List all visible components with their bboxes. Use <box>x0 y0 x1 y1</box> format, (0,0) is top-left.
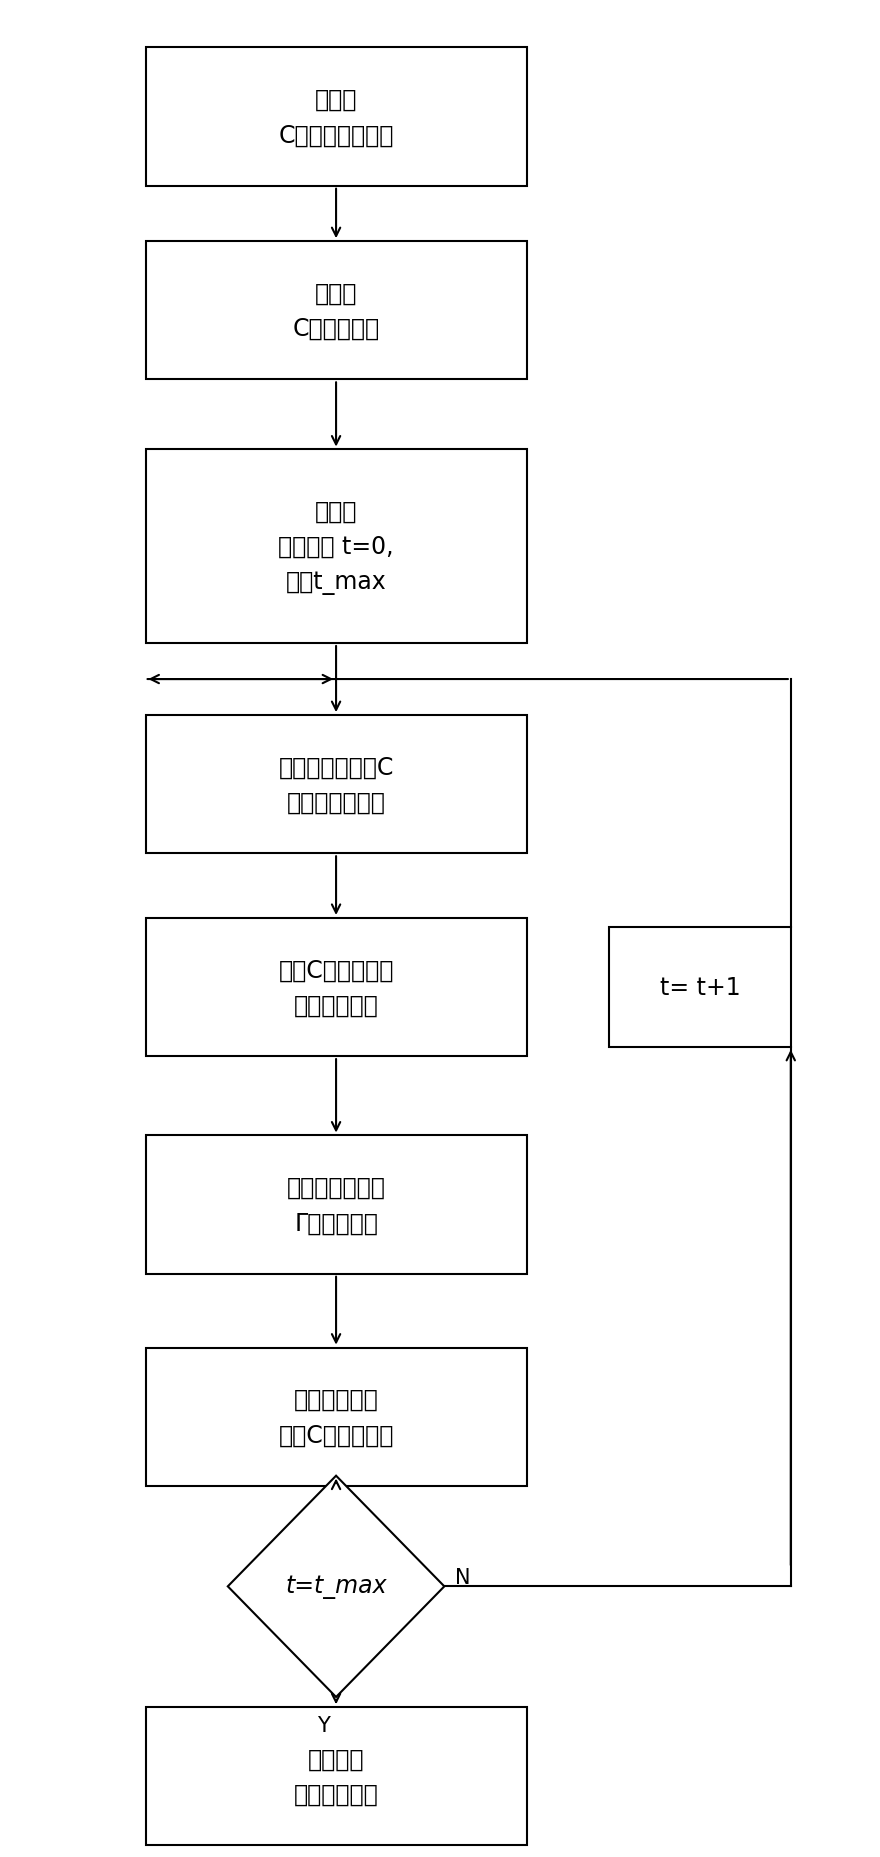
Polygon shape <box>228 1476 444 1697</box>
Text: 初始化
遗传代数 t=0,
设置t_max: 初始化 遗传代数 t=0, 设置t_max <box>278 500 394 594</box>
FancyBboxPatch shape <box>145 1136 526 1274</box>
FancyBboxPatch shape <box>145 1707 526 1846</box>
Text: t= t+1: t= t+1 <box>659 975 740 999</box>
Text: 初始化
C组基因编码: 初始化 C组基因编码 <box>292 282 379 340</box>
FancyBboxPatch shape <box>609 928 791 1047</box>
Text: t=t_max: t=t_max <box>285 1575 387 1599</box>
FancyBboxPatch shape <box>145 715 526 854</box>
FancyBboxPatch shape <box>145 1348 526 1486</box>
FancyBboxPatch shape <box>145 449 526 644</box>
FancyBboxPatch shape <box>145 919 526 1057</box>
FancyBboxPatch shape <box>145 241 526 381</box>
Text: 初始化
C组导频分配方案: 初始化 C组导频分配方案 <box>278 87 393 147</box>
Text: 计算C组导频分配
方案的适应度: 计算C组导频分配 方案的适应度 <box>278 958 393 1018</box>
Text: N: N <box>455 1567 470 1588</box>
Text: 复制交叉变异
重置C组基因编码: 复制交叉变异 重置C组基因编码 <box>278 1387 393 1447</box>
Text: 选择操作，保留
Γ组基因编码: 选择操作，保留 Γ组基因编码 <box>287 1175 385 1235</box>
FancyBboxPatch shape <box>145 48 526 188</box>
Text: 交换编码，重置C
组导频分配方案: 交换编码，重置C 组导频分配方案 <box>278 756 393 815</box>
Text: Y: Y <box>317 1716 329 1736</box>
Text: 输出最优
导频分配方案: 输出最优 导频分配方案 <box>294 1747 378 1807</box>
